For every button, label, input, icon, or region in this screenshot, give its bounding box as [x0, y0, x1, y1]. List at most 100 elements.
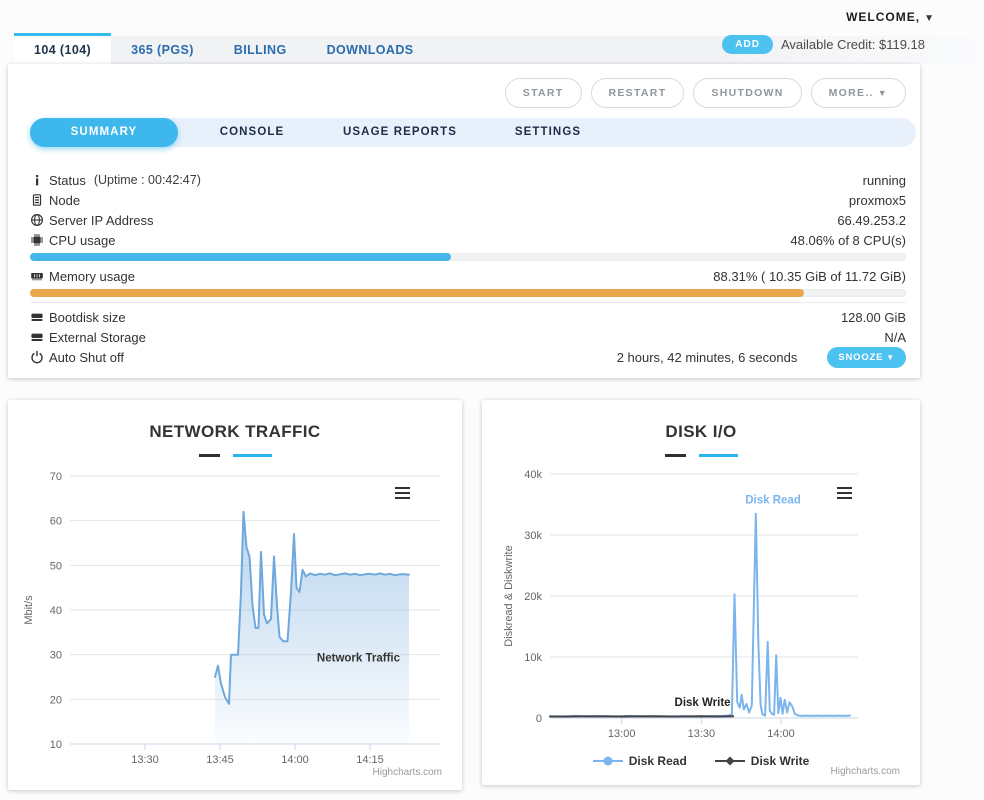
start-button[interactable]: START	[504, 78, 582, 108]
svg-text:70: 70	[50, 471, 62, 483]
tab-104-label: 104 (104)	[34, 43, 92, 57]
divider	[30, 302, 906, 303]
chart-subtitle-dashes	[482, 454, 920, 457]
chevron-down-icon: ▼	[886, 352, 895, 362]
row-label: Bootdisk size	[49, 309, 126, 325]
chart-menu-icon[interactable]	[395, 484, 410, 502]
subtab-summary[interactable]: SUMMARY	[30, 118, 178, 147]
svg-text:40: 40	[50, 605, 62, 617]
chart-legend: Disk Read Disk Write	[482, 754, 920, 768]
node-value: proxmox5	[848, 192, 906, 208]
svg-text:Disk Write: Disk Write	[675, 697, 731, 709]
external-storage-row: External Storage N/A	[30, 327, 906, 347]
cpu-usage-bar	[30, 253, 906, 261]
bootdisk-row: Bootdisk size 128.00 GiB	[30, 307, 906, 327]
disk-read-marker	[592, 756, 623, 766]
network-traffic-chart: 10 20 30 40 50 60 70 13:30 13:45 14:00 14:15 Mbit/s…	[23, 471, 440, 766]
disk-io-chart: 0 10k 20k 30k 40k 13:00 13:30 14:00 Diskread & D…	[503, 469, 858, 740]
svg-text:14:00: 14:00	[281, 754, 309, 766]
disk-io-card: DISK I/O 0 10k 20k 30k 40k 13:00 13:30 14:00 Dis…	[482, 400, 920, 785]
section-tab-bar: SUMMARY CONSOLE USAGE REPORTS SETTINGS	[30, 118, 916, 147]
add-credit-button[interactable]: ADD	[722, 35, 773, 54]
chevron-down-icon: ▼	[877, 88, 888, 98]
snooze-button[interactable]: SNOOZE ▼	[827, 346, 906, 368]
power-icon	[30, 350, 49, 364]
main-tab-bar: 104 (104) 365 (PGS) BILLING DOWNLOADS	[14, 33, 984, 64]
svg-text:20k: 20k	[524, 591, 542, 603]
svg-text:50: 50	[50, 560, 62, 572]
svg-text:0: 0	[536, 713, 542, 725]
cpu-icon	[30, 233, 49, 247]
ip-value: 66.49.253.2	[837, 212, 906, 228]
svg-text:20: 20	[50, 694, 62, 706]
chart-title: NETWORK TRAFFIC	[149, 422, 321, 441]
bootdisk-value: 128.00 GiB	[840, 309, 906, 325]
shutdown-button[interactable]: SHUTDOWN	[693, 78, 802, 108]
tab-downloads[interactable]: DOWNLOADS	[307, 36, 434, 64]
status-rows: Status (Uptime : 00:42:47) running Node …	[30, 170, 906, 368]
disk-write-marker	[714, 756, 745, 766]
more-button[interactable]: MORE.. ▼	[810, 78, 906, 108]
svg-text:30: 30	[50, 650, 62, 662]
welcome-menu[interactable]: WELCOME, ▼	[846, 10, 935, 24]
legend-item-disk-read[interactable]: Disk Read	[592, 754, 687, 768]
tab-365-label: 365 (PGS)	[131, 43, 194, 57]
more-label: MORE..	[828, 87, 874, 99]
tab-billing-label: BILLING	[233, 43, 287, 57]
tab-downloads-label: DOWNLOADS	[326, 43, 414, 57]
server-summary-card: START RESTART SHUTDOWN MORE.. ▼ SUMMARY C…	[8, 64, 920, 378]
svg-text:Network Traffic: Network Traffic	[317, 652, 401, 664]
subtab-usage-reports[interactable]: USAGE REPORTS	[343, 126, 457, 138]
subtab-console[interactable]: CONSOLE	[219, 126, 285, 138]
chart-menu-icon[interactable]	[837, 484, 852, 502]
svg-text:60: 60	[50, 516, 62, 528]
legend-item-disk-write[interactable]: Disk Write	[714, 754, 809, 768]
tab-365-pgs[interactable]: 365 (PGS)	[111, 36, 214, 64]
snooze-label: SNOOZE	[838, 351, 884, 363]
memory-usage-bar	[30, 289, 906, 297]
status-row: Status (Uptime : 00:42:47) running	[30, 170, 906, 190]
highcharts-credit[interactable]: Highcharts.com	[372, 767, 442, 778]
cpu-value: 48.06% of 8 CPU(s)	[790, 232, 906, 248]
svg-text:Diskread & Diskwrite: Diskread & Diskwrite	[503, 545, 515, 646]
svg-text:13:00: 13:00	[608, 728, 636, 740]
highcharts-credit[interactable]: Highcharts.com	[830, 766, 900, 777]
chevron-down-icon: ▼	[924, 13, 935, 24]
tab-billing[interactable]: BILLING	[214, 36, 307, 64]
network-traffic-card: NETWORK TRAFFIC 10 20 30 40 50 60 70 13:30 13:45…	[8, 400, 462, 790]
memory-row: Memory usage 88.31% ( 10.35 GiB of 11.72…	[30, 266, 906, 286]
svg-text:13:30: 13:30	[131, 754, 159, 766]
auto-shutoff-value: 2 hours, 42 minutes, 6 seconds	[616, 349, 798, 365]
row-label: Memory usage	[49, 268, 135, 284]
svg-text:40k: 40k	[524, 469, 542, 481]
tab-104[interactable]: 104 (104)	[14, 33, 112, 64]
auto-shutoff-row: Auto Shut off 2 hours, 42 minutes, 6 sec…	[30, 346, 906, 368]
legend-dash-blue	[232, 454, 272, 457]
legend-dash-black	[198, 454, 220, 457]
row-label: CPU usage	[49, 232, 116, 248]
globe-icon	[30, 213, 49, 227]
row-label: External Storage	[49, 329, 146, 345]
memory-value: 88.31% ( 10.35 GiB of 11.72 GiB)	[713, 268, 906, 284]
available-credit-label: Available Credit: $119.18	[780, 37, 925, 52]
row-label: Node	[49, 192, 81, 208]
memory-icon	[30, 269, 49, 283]
node-row: Node proxmox5	[30, 190, 906, 210]
svg-text:13:30: 13:30	[688, 728, 716, 740]
welcome-label: WELCOME,	[846, 10, 921, 24]
svg-text:14:00: 14:00	[767, 728, 795, 740]
node-icon	[30, 193, 49, 207]
chart-subtitle-dashes	[8, 454, 462, 457]
legend-dash-black	[664, 454, 686, 457]
info-icon	[30, 173, 49, 187]
server-actions: START RESTART SHUTDOWN MORE.. ▼	[504, 78, 906, 108]
legend-dash-blue	[698, 454, 738, 457]
uptime-note: (Uptime : 00:42:47)	[93, 173, 201, 187]
restart-button[interactable]: RESTART	[590, 78, 685, 108]
status-value: running	[862, 172, 906, 188]
row-label: Server IP Address	[49, 212, 154, 228]
credit-row: ADD Available Credit: $119.18	[722, 35, 925, 54]
subtab-settings[interactable]: SETTINGS	[514, 126, 582, 138]
svg-text:14:15: 14:15	[356, 754, 384, 766]
svg-text:10: 10	[50, 739, 62, 751]
